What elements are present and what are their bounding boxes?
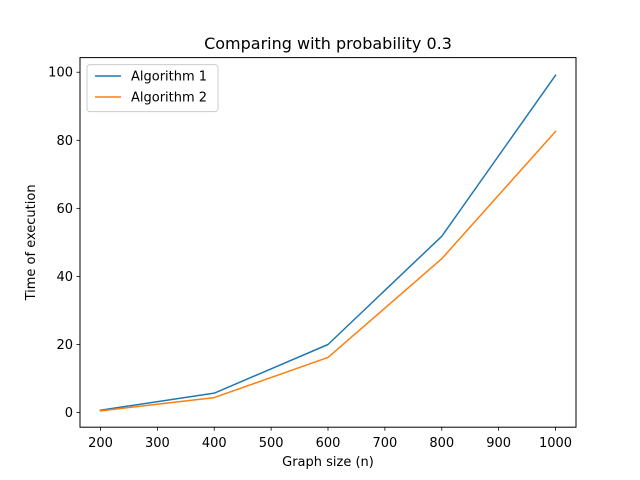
x-tick-label: 900 (486, 436, 511, 451)
chart-title: Comparing with probability 0.3 (204, 34, 452, 53)
x-tick-label: 800 (429, 436, 454, 451)
y-tick-label: 100 (48, 66, 73, 81)
x-tick-label: 200 (88, 436, 113, 451)
y-tick-label: 60 (56, 202, 73, 217)
x-axis-label: Graph size (n) (282, 455, 374, 470)
x-tick-label: 1000 (539, 436, 572, 451)
x-tick-label: 500 (259, 436, 284, 451)
y-tick-label: 0 (65, 406, 73, 421)
x-tick-label: 600 (316, 436, 341, 451)
y-axis-label: Time of execution (24, 184, 39, 301)
series-line-2 (99, 130, 557, 412)
x-tick-label: 300 (145, 436, 170, 451)
legend-label-2: Algorithm 2 (131, 91, 207, 106)
plot-frame (79, 57, 577, 428)
y-tick-label: 40 (56, 270, 73, 285)
legend-label-1: Algorithm 1 (131, 70, 207, 85)
x-tick-label: 400 (202, 436, 227, 451)
y-tick-label: 20 (56, 338, 73, 353)
x-tick-label: 700 (372, 436, 397, 451)
series-line-1 (99, 74, 557, 412)
legend: Algorithm 1 Algorithm 2 (86, 64, 219, 113)
y-tick-label: 80 (56, 134, 73, 149)
